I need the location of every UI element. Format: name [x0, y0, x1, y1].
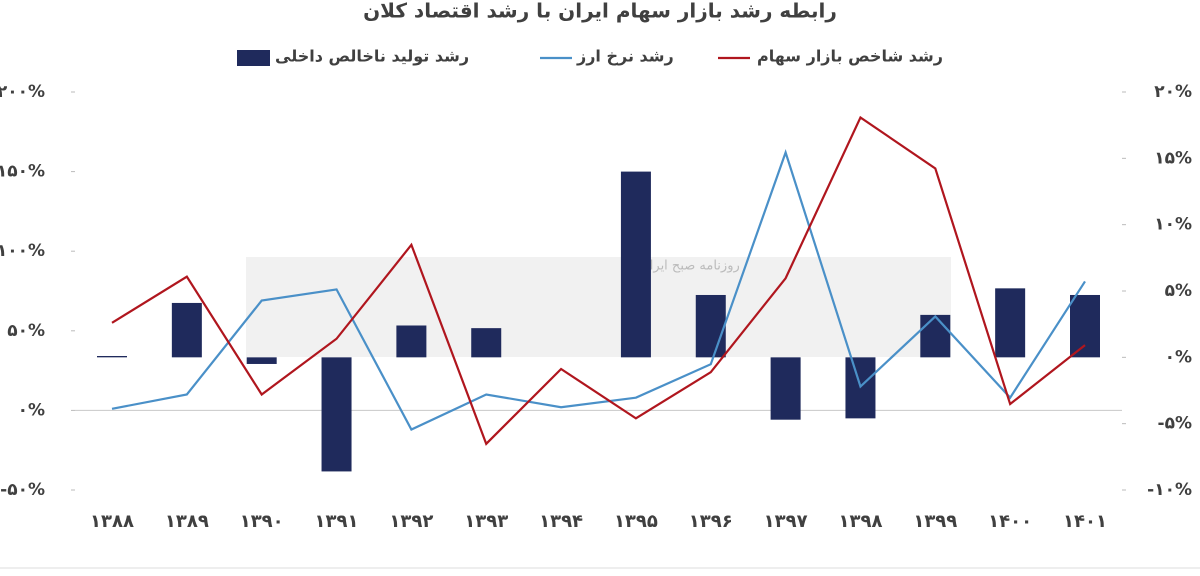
x-tick-label: ۱۳۹۸	[838, 511, 882, 532]
bar	[321, 357, 352, 472]
bar	[620, 171, 651, 358]
x-tick-label: ۱۳۹۴	[539, 511, 583, 532]
y2-tick-label: -۱۰%	[1147, 480, 1192, 500]
bar	[695, 294, 726, 358]
x-tick-label: ۱۳۹۲	[389, 511, 433, 532]
x-tick-label: ۱۳۹۵	[614, 511, 658, 532]
x-tick-label: ۱۳۸۸	[90, 511, 134, 532]
legend-label: رشد تولید ناخالص داخلی	[275, 47, 469, 66]
bar	[396, 325, 427, 358]
y2-tick-label: ۱۵%	[1154, 148, 1192, 168]
legend-label: رشد نرخ ارز	[576, 47, 674, 66]
watermark: روزنامه صبح ایران	[640, 259, 740, 274]
y2-tick-label: ۲۰%	[1154, 82, 1192, 102]
x-tick-label: ۱۳۹۰	[240, 511, 284, 532]
chart-title: رابطه رشد بازار سهام ایران با رشد اقتصاد…	[363, 0, 837, 23]
legend-label: رشد شاخص بازار سهام	[757, 47, 943, 66]
x-tick-label: ۱۴۰۱	[1063, 511, 1107, 532]
y-tick-label: ۲۰۰%	[0, 82, 45, 102]
x-tick-label: ۱۳۹۳	[464, 511, 508, 532]
y2-tick-label: ۰%	[1165, 347, 1192, 367]
x-tick-label: ۱۴۰۰	[988, 511, 1032, 532]
x-tick-label: ۱۳۹۹	[913, 511, 957, 532]
x-tick-label: ۱۳۹۶	[689, 511, 733, 532]
y2-tick-label: -۵%	[1158, 414, 1192, 434]
x-tick-label: ۱۳۹۱	[315, 511, 359, 532]
bar	[246, 357, 277, 364]
bar	[471, 328, 502, 358]
y-tick-label: -۵۰%	[0, 480, 45, 500]
x-tick-label: ۱۳۹۷	[764, 511, 808, 532]
line	[111, 115, 1086, 446]
bar	[171, 302, 202, 358]
y2-tick-label: ۱۰%	[1154, 215, 1192, 235]
bar	[97, 356, 127, 358]
bar	[1070, 294, 1100, 358]
bar	[770, 357, 801, 420]
x-tick-label: ۱۳۸۹	[165, 511, 209, 532]
line	[111, 149, 1086, 431]
y2-tick-label: ۵%	[1165, 281, 1192, 301]
y-tick-label: ۱۰۰%	[0, 241, 45, 261]
bar	[920, 314, 951, 358]
y-tick-label: ۰%	[18, 400, 45, 420]
y-tick-label: ۱۵۰%	[0, 162, 45, 182]
y-tick-label: ۵۰%	[7, 321, 45, 341]
legend-swatch	[237, 50, 270, 66]
bar	[995, 288, 1026, 358]
